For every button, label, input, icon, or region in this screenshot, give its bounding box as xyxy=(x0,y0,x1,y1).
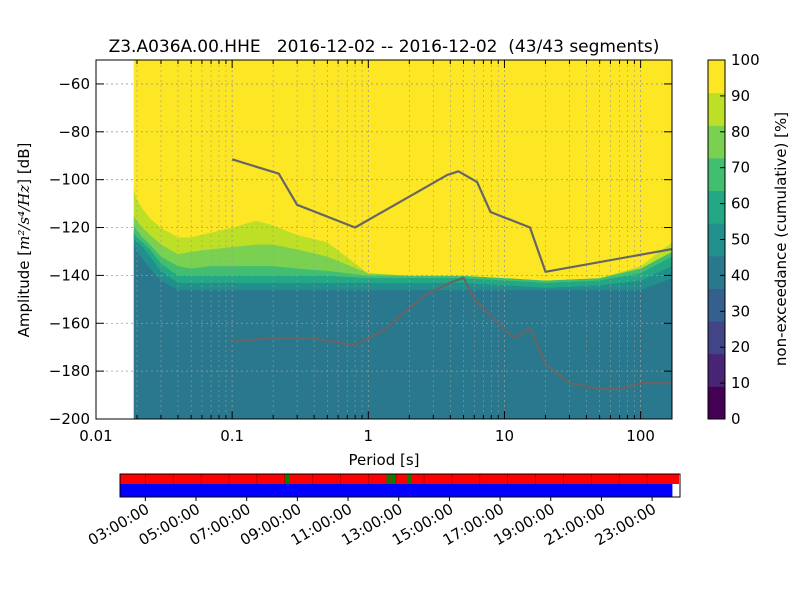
x-tick-label: 0.01 xyxy=(79,427,112,445)
colorbar: 0 10 20 30 40 50 60 70 80 90 100 xyxy=(707,51,760,428)
colorbar-tick-label: 60 xyxy=(731,195,750,213)
timeline-gap-mark xyxy=(386,474,391,484)
noise-model-lines xyxy=(231,158,672,391)
y-tick-label: −60 xyxy=(58,75,90,93)
x-tick-label: 0.1 xyxy=(220,427,244,445)
colorbar-tick-label: 80 xyxy=(731,123,750,141)
y-axis-label-suffix: ] [dB] xyxy=(15,143,33,185)
colorbar-tick-label: 30 xyxy=(731,302,750,320)
y-axis-label: Amplitude [m²/s⁴/Hz] [dB] xyxy=(15,143,33,338)
y-tick-label: −120 xyxy=(49,219,90,237)
colorbar-segment xyxy=(708,60,725,94)
colorbar-tick-label: 70 xyxy=(731,159,750,177)
x-tick-label: 100 xyxy=(626,427,655,445)
colorbar-tick-label: 90 xyxy=(731,87,750,105)
colorbar-segment xyxy=(708,353,725,387)
heatmap xyxy=(133,60,672,419)
colorbar-segment xyxy=(708,223,725,257)
y-axis-label-prefix: Amplitude [ xyxy=(15,250,33,338)
series-line xyxy=(232,276,672,391)
colorbar-tick-label: 40 xyxy=(731,266,750,284)
colorbar-segment xyxy=(708,386,725,420)
colorbar-label: non-exceedance (cumulative) [%] xyxy=(772,112,790,366)
x-axis-ticks: 0.01 0.1 1 10 100 xyxy=(79,60,655,445)
plot-frame xyxy=(95,59,673,420)
x-tick-label: 1 xyxy=(364,427,374,445)
timeline-frame xyxy=(119,473,681,498)
x-axis-label: Period [s] xyxy=(348,451,419,469)
colorbar-segment xyxy=(708,125,725,159)
y-tick-label: −180 xyxy=(49,362,90,380)
colorbar-segment xyxy=(708,190,725,224)
colorbar-tick-label: 20 xyxy=(731,338,750,356)
timeline-top-bar xyxy=(120,474,679,484)
series-line xyxy=(231,158,672,273)
chart-title: Z3.A036A.00.HHE 2016-12-02 -- 2016-12-02… xyxy=(109,37,660,57)
y-tick-label: −160 xyxy=(49,314,90,332)
colorbar-segment xyxy=(708,255,725,289)
x-tick-label: 10 xyxy=(495,427,514,445)
timeline-ticks: 03:00:0005:00:0007:00:0009:00:0011:00:00… xyxy=(85,497,659,549)
colorbar-segment xyxy=(708,157,725,192)
y-axis-ticks: −60 −80 −100 −120 −140 −160 −180 −200 xyxy=(49,75,672,428)
colorbar-tick-label: 0 xyxy=(731,410,741,428)
y-axis-label-units: m²/s⁴/Hz xyxy=(15,185,33,250)
colorbar-segment xyxy=(708,321,725,355)
timeline-bottom-bar xyxy=(120,484,673,497)
y-tick-label: −140 xyxy=(49,266,90,284)
timeline-gap-mark xyxy=(391,474,396,484)
colorbar-tick-label: 50 xyxy=(731,231,750,249)
colorbar-segment xyxy=(708,92,725,126)
y-tick-label: −100 xyxy=(49,171,90,189)
colorbar-tick-label: 100 xyxy=(731,51,760,69)
timeline-gap-mark xyxy=(406,474,411,484)
timeline-coverage xyxy=(119,473,681,498)
colorbar-tick-label: 10 xyxy=(731,374,750,392)
grid-lines xyxy=(96,60,672,419)
timeline-gap-mark xyxy=(285,474,290,484)
colorbar-segment xyxy=(708,288,725,322)
y-tick-label: −200 xyxy=(49,410,90,428)
y-tick-label: −80 xyxy=(58,123,90,141)
heatmap-band xyxy=(133,60,672,281)
